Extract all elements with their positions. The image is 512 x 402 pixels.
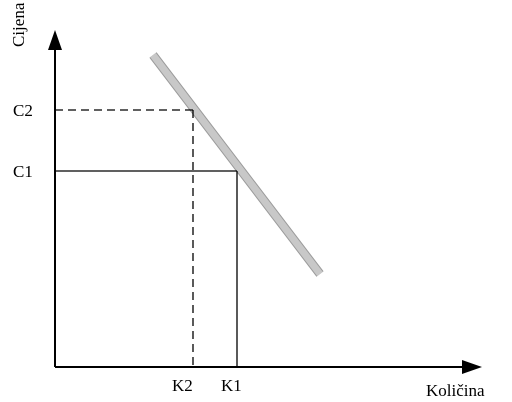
price-tick-c1: C1 — [13, 162, 33, 181]
quantity-tick-k2: K2 — [172, 376, 193, 395]
price-tick-c2: C2 — [13, 101, 33, 120]
y-axis-arrowhead — [48, 30, 62, 50]
x-axis-arrowhead — [462, 360, 482, 374]
y-axis-label: Cijena — [9, 2, 28, 47]
quantity-tick-k1: K1 — [221, 376, 242, 395]
x-axis-label: Količina — [426, 381, 485, 400]
demand-line-fill — [150, 52, 323, 277]
